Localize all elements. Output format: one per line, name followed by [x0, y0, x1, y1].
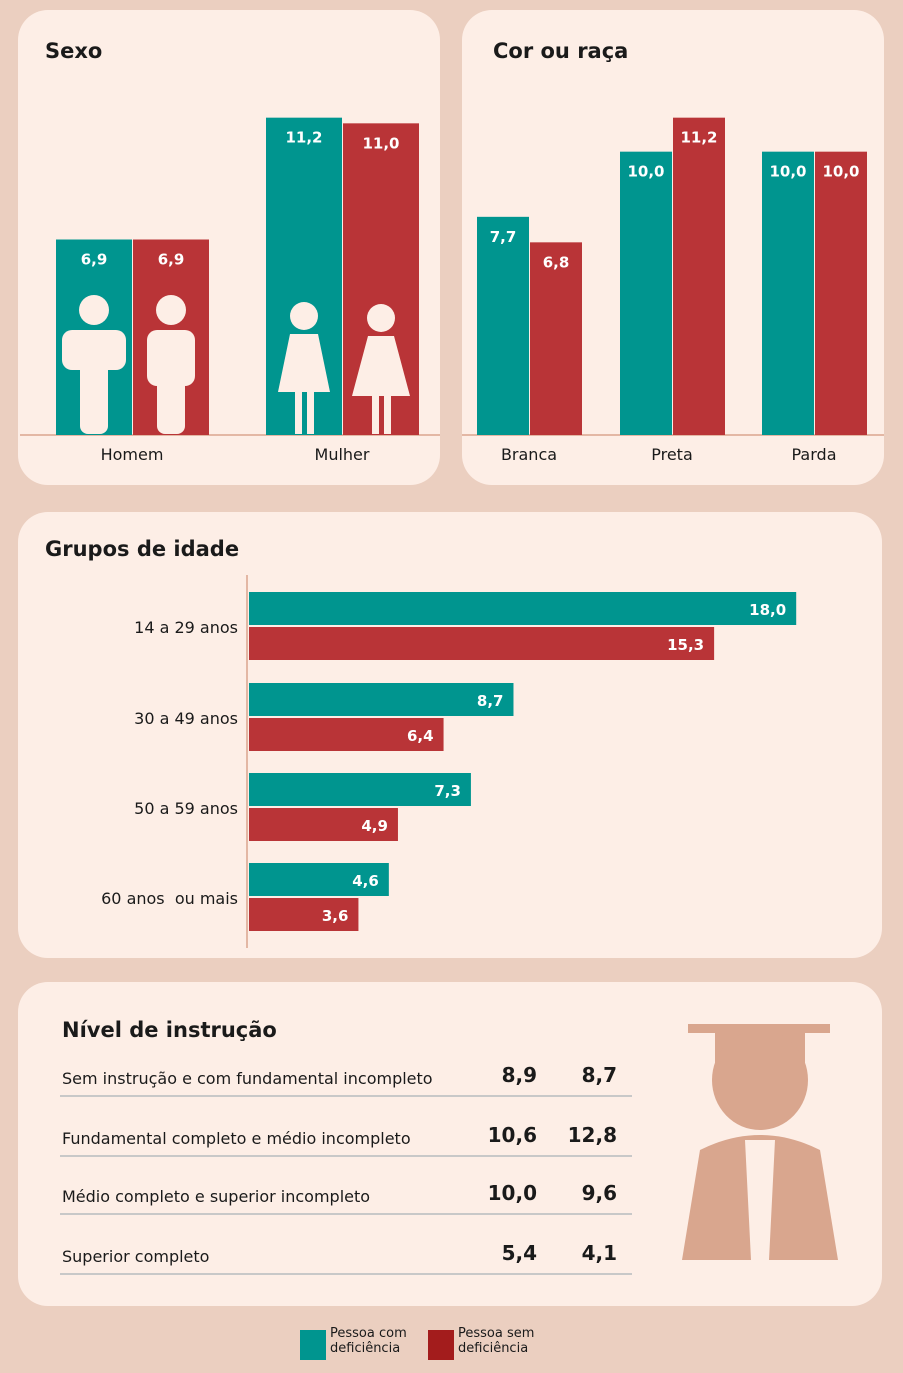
value-label: 4,6	[352, 872, 379, 890]
value-label: 7,3	[434, 782, 461, 800]
row-value: 8,7	[582, 1063, 617, 1087]
chart-title: Grupos de idade	[45, 537, 239, 561]
bar	[249, 627, 714, 660]
legend-item: Pessoa sem deficiência	[428, 1326, 542, 1360]
x-tick-label: Preta	[651, 445, 693, 464]
value-label: 10,0	[769, 163, 806, 181]
value-label: 6,9	[81, 251, 108, 269]
value-label: 8,7	[477, 692, 504, 710]
bar	[477, 217, 529, 435]
value-label: 6,9	[158, 251, 185, 269]
value-label: 3,6	[322, 907, 349, 925]
legend-label: Pessoa com deficiência	[330, 1326, 414, 1356]
bar	[249, 592, 796, 625]
infographic: Sexo Cor ou raça Grupos de idade Nível d…	[0, 0, 903, 1320]
y-tick-label: 50 a 59 anos	[134, 799, 238, 818]
value-label: 6,8	[543, 253, 570, 271]
value-label: 4,9	[361, 817, 388, 835]
bar	[673, 118, 725, 435]
legend-swatch	[428, 1330, 454, 1360]
row-value: 12,8	[568, 1123, 617, 1147]
chart-title: Sexo	[45, 39, 102, 63]
page: Sexo Cor ou raça Grupos de idade Nível d…	[0, 0, 903, 1373]
row-label: Médio completo e superior incompleto	[62, 1187, 370, 1206]
legend: Pessoa com deficiência Pessoa sem deficiê…	[300, 1326, 542, 1360]
value-label: 15,3	[667, 636, 704, 654]
bar	[815, 152, 867, 435]
row-value: 9,6	[582, 1181, 617, 1205]
table-title: Nível de instrução	[62, 1018, 277, 1042]
bar	[249, 683, 513, 716]
value-label: 11,0	[362, 134, 399, 152]
y-tick-label: 30 a 49 anos	[134, 709, 238, 728]
value-label: 6,4	[407, 727, 434, 745]
y-tick-label: 14 a 29 anos	[134, 618, 238, 637]
row-value: 8,9	[502, 1063, 537, 1087]
row-label: Superior completo	[62, 1247, 209, 1266]
legend-item: Pessoa com deficiência	[300, 1326, 414, 1360]
row-value: 4,1	[582, 1241, 617, 1265]
x-tick-label: Parda	[792, 445, 837, 464]
bar	[620, 152, 672, 435]
y-tick-label: 60 anos ou mais	[101, 889, 238, 908]
bar	[762, 152, 814, 435]
value-label: 10,0	[627, 163, 664, 181]
value-label: 18,0	[749, 601, 786, 619]
value-label: 11,2	[285, 129, 322, 147]
legend-swatch	[300, 1330, 326, 1360]
row-label: Sem instrução e com fundamental incomple…	[62, 1069, 433, 1088]
chart-title: Cor ou raça	[493, 39, 628, 63]
value-label: 7,7	[490, 228, 517, 246]
row-value: 10,0	[488, 1181, 537, 1205]
row-value: 5,4	[502, 1241, 537, 1265]
x-tick-label: Homem	[101, 445, 164, 464]
row-value: 10,6	[488, 1123, 537, 1147]
x-tick-label: Branca	[501, 445, 557, 464]
value-label: 11,2	[680, 129, 717, 147]
legend-label: Pessoa sem deficiência	[458, 1326, 542, 1356]
x-tick-label: Mulher	[315, 445, 370, 464]
value-label: 10,0	[822, 163, 859, 181]
row-label: Fundamental completo e médio incompleto	[62, 1129, 411, 1148]
